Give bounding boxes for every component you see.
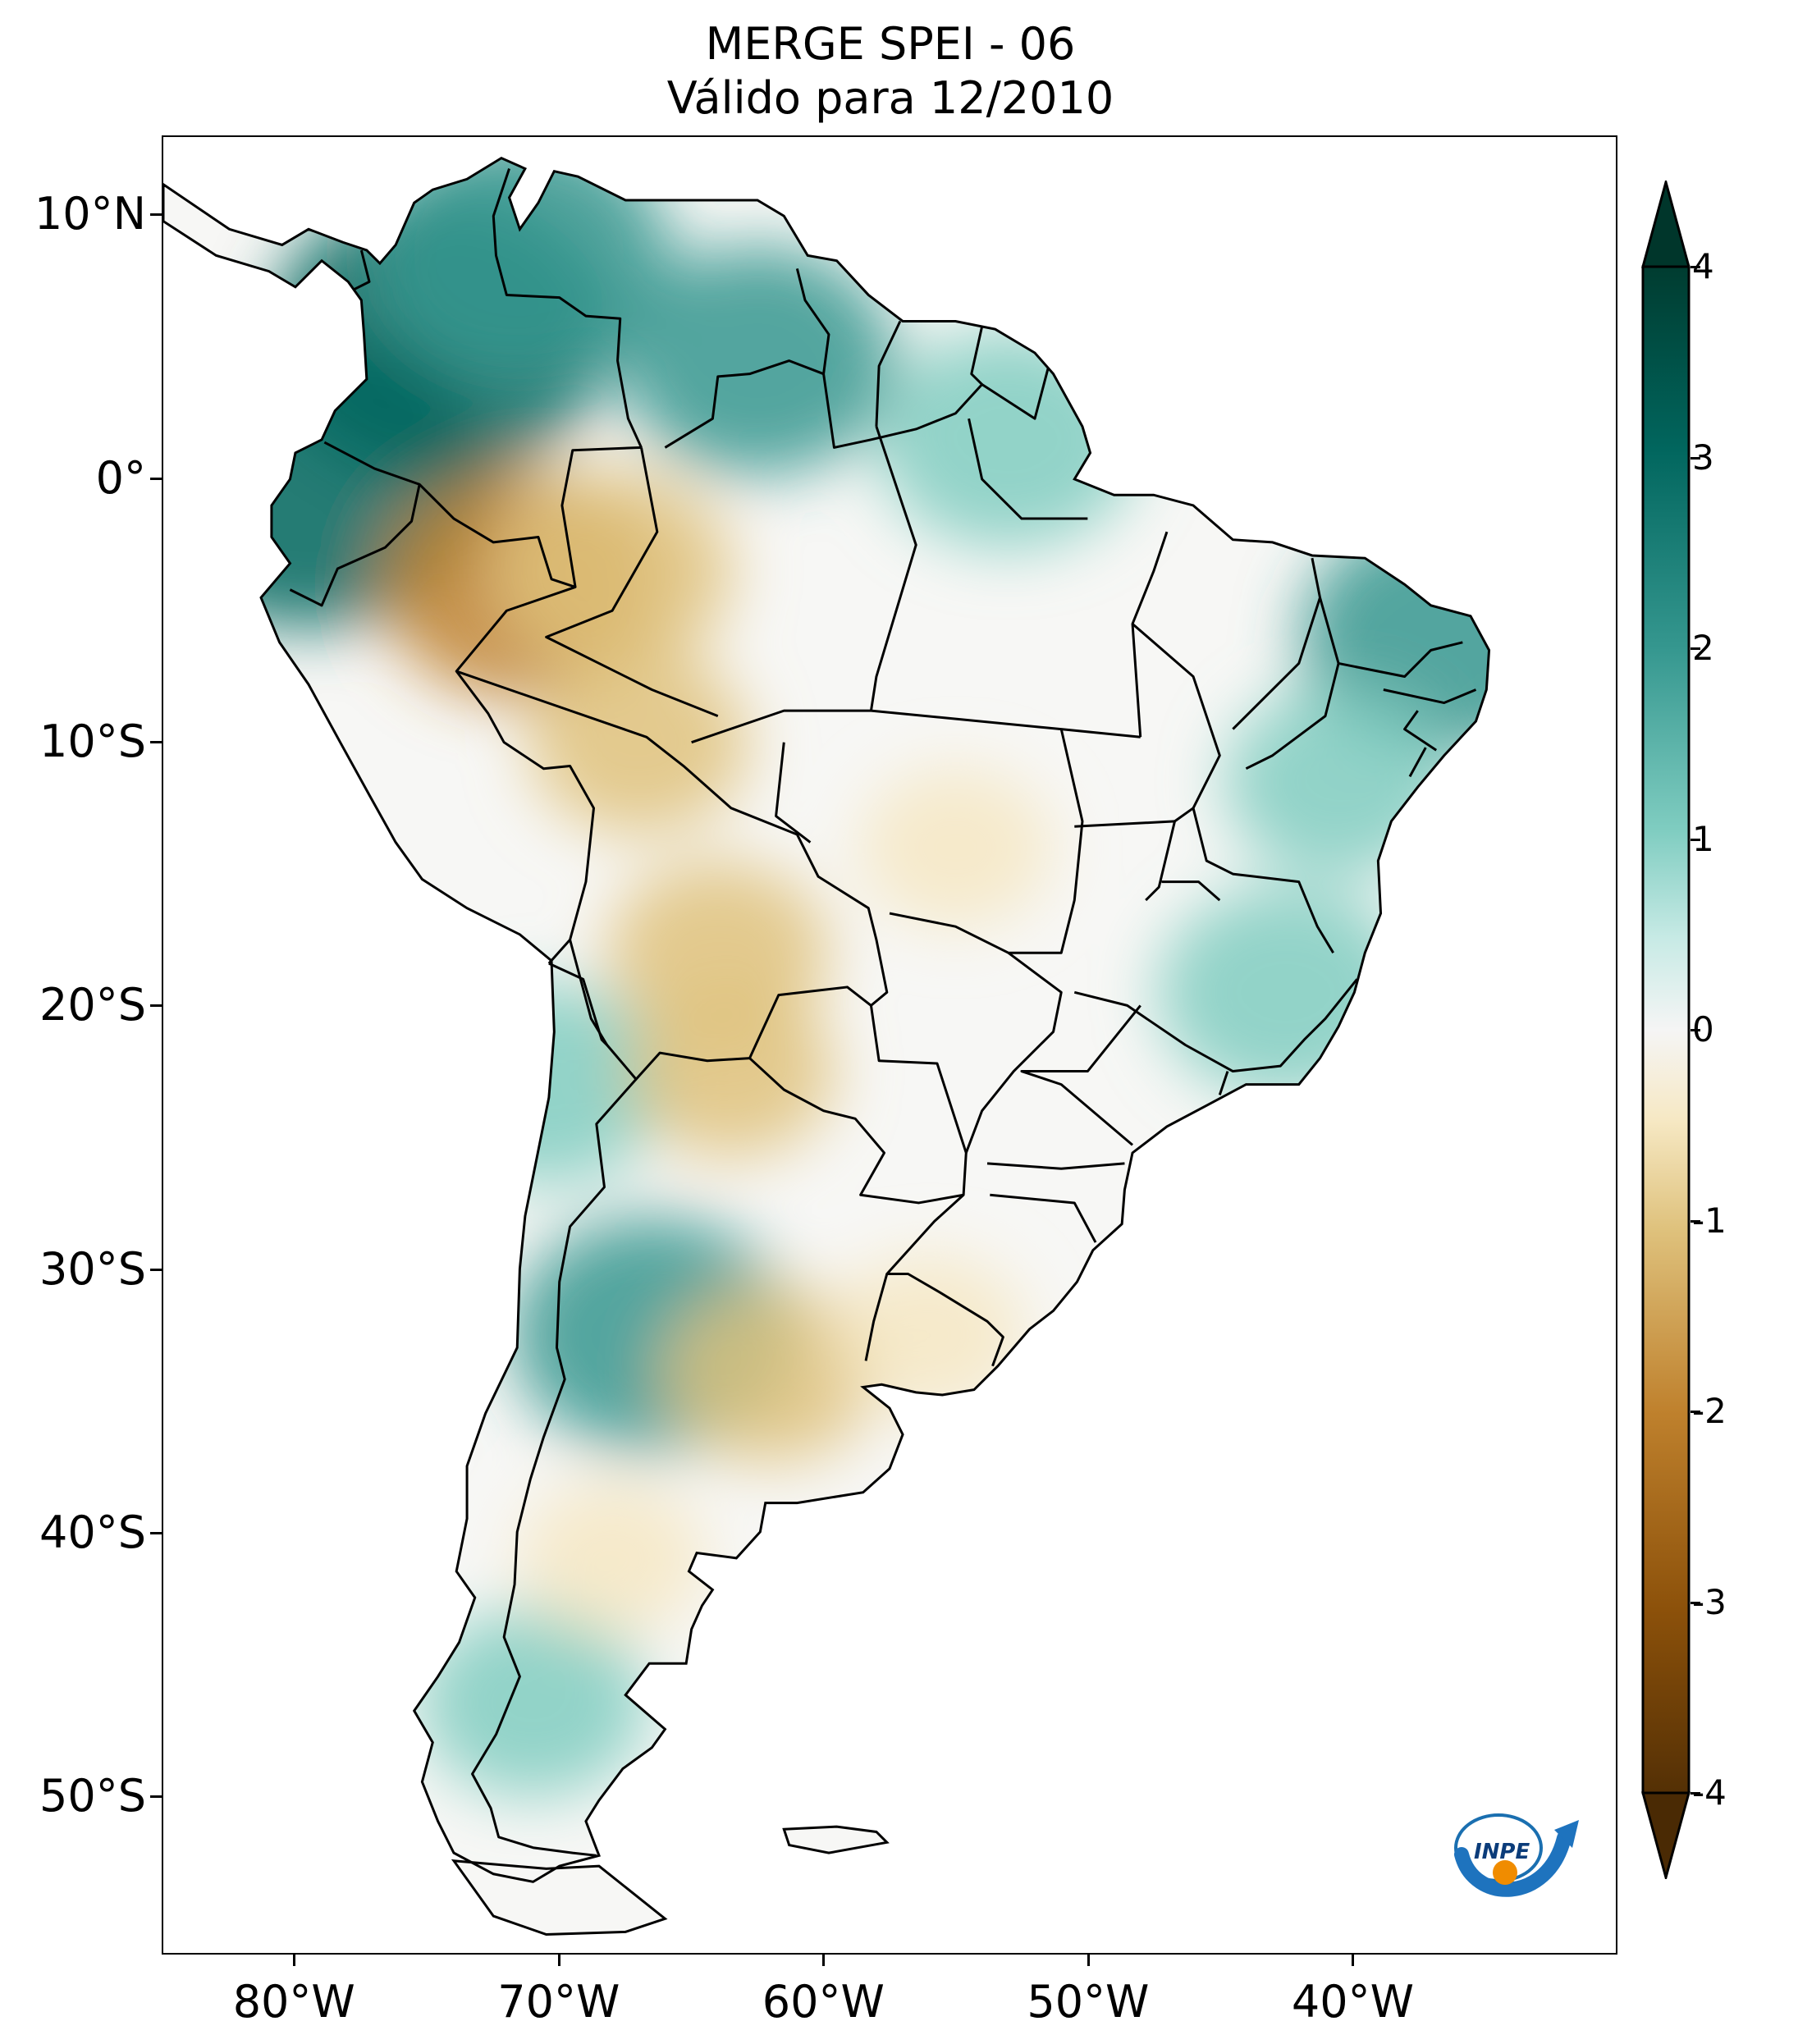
border-line-21 — [775, 742, 812, 844]
border-line-25 — [1131, 531, 1169, 738]
border-line-38 — [986, 1162, 1125, 1170]
border-line-18 — [869, 426, 917, 711]
spei-anomaly-4 — [877, 331, 1140, 549]
lat-tick-label: 30°S — [39, 1242, 146, 1295]
spei-anomaly-1 — [368, 158, 671, 382]
lat-tick-label: 0° — [95, 451, 146, 504]
border-line-12 — [822, 368, 1050, 449]
border-line-8 — [548, 962, 608, 1046]
border-line-37 — [1020, 1004, 1141, 1146]
lat-tick-mark — [150, 1004, 162, 1008]
lat-tick-mark — [150, 1268, 162, 1271]
map-plot-area — [162, 135, 1617, 1955]
colorbar-tick-mark — [1690, 1219, 1700, 1223]
colorbar-tick-mark — [1690, 647, 1700, 650]
colorbar-tick-mark — [1690, 1601, 1700, 1604]
border-line-4 — [455, 585, 596, 965]
spei-anomaly-12 — [492, 470, 733, 672]
country-state-borders — [289, 168, 1477, 1857]
border-line-35 — [1073, 978, 1358, 1073]
inpe-logo: INPE — [1454, 1813, 1579, 1897]
coastline — [163, 156, 1491, 1883]
lon-tick-label: 50°W — [1027, 1976, 1150, 2028]
colorbar-tick-mark — [1690, 838, 1700, 841]
lat-tick-mark — [150, 741, 162, 743]
border-line-36 — [1218, 1071, 1229, 1095]
lat-tick-mark — [150, 477, 162, 480]
border-line-17 — [545, 447, 719, 718]
lat-tick-label: 50°S — [39, 1770, 146, 1822]
spei-anomaly-6 — [1224, 687, 1453, 877]
border-line-27 — [1074, 820, 1175, 828]
spei-anomaly-16 — [664, 1285, 878, 1463]
spei-anomaly-7 — [1158, 886, 1413, 1099]
lat-tick-mark — [150, 1531, 162, 1534]
spei-anomaly-2 — [620, 245, 895, 476]
border-line-11 — [864, 1273, 889, 1361]
border-line-16 — [970, 326, 984, 386]
border-line-39 — [990, 1193, 1097, 1243]
border-line-3 — [289, 484, 421, 607]
lon-tick-mark — [1352, 1955, 1355, 1966]
spei-anomaly-15 — [628, 985, 835, 1158]
colorbar-tick-mark — [1690, 456, 1700, 460]
spei-anomaly-18 — [832, 1254, 1026, 1415]
lon-tick-label: 60°W — [762, 1976, 885, 2028]
spei-anomaly-10 — [419, 1608, 647, 1798]
border-line-34 — [1408, 747, 1427, 778]
lon-tick-label: 70°W — [497, 1976, 620, 2028]
border-line-14 — [795, 268, 830, 374]
lat-tick-label: 10°N — [34, 188, 146, 240]
colorbar-extend-top — [1641, 181, 1690, 268]
colorbar-tick-mark — [1690, 266, 1700, 268]
lon-tick-label: 40°W — [1291, 1976, 1414, 2028]
border-line-1 — [492, 168, 643, 449]
logo-text: INPE — [1474, 1840, 1530, 1864]
colorbar — [1641, 181, 1690, 1879]
border-line-29 — [1232, 557, 1322, 730]
border-line-9 — [471, 1078, 638, 1857]
border-line-2 — [323, 441, 642, 588]
border-line-10 — [885, 1194, 1004, 1367]
border-line-28 — [1192, 807, 1334, 953]
map-subtitle: Válido para 12/2010 — [666, 72, 1114, 124]
colorbar-tick-mark — [1690, 1029, 1700, 1031]
colorbar-gradient — [1641, 265, 1690, 1795]
lat-tick-label: 40°S — [39, 1506, 146, 1558]
map-title: MERGE SPEI - 06 — [705, 18, 1076, 70]
spei-anomaly-19 — [519, 1480, 706, 1636]
border-line-19 — [691, 709, 872, 744]
lat-tick-mark — [150, 1795, 162, 1799]
border-line-7 — [748, 1005, 968, 1205]
map-canvas — [163, 156, 1491, 1937]
border-line-0 — [353, 249, 371, 291]
lat-tick-mark — [150, 213, 162, 217]
spei-anomaly-13 — [528, 650, 749, 835]
colorbar-tick-mark — [1690, 1411, 1700, 1413]
border-line-22 — [968, 418, 1088, 520]
border-line-24 — [964, 952, 1063, 1154]
spei-anomaly-17 — [859, 767, 1052, 928]
border-line-33 — [1403, 710, 1438, 752]
lon-tick-mark — [1087, 1955, 1090, 1966]
colorbar-extend-bottom — [1641, 1791, 1690, 1879]
border-line-40 — [1161, 880, 1221, 902]
border-line-31 — [1338, 641, 1463, 679]
border-line-32 — [1383, 688, 1477, 705]
border-line-13 — [664, 359, 825, 449]
lon-tick-mark — [822, 1955, 826, 1966]
lat-tick-label: 10°S — [39, 716, 146, 767]
border-line-20 — [871, 709, 1141, 738]
lat-tick-label: 20°S — [39, 979, 146, 1031]
border-line-30 — [1245, 597, 1340, 771]
colorbar-tick-mark — [1690, 1792, 1700, 1795]
border-line-23 — [889, 729, 1084, 954]
lon-tick-mark — [557, 1955, 560, 1966]
border-line-5 — [455, 670, 889, 1007]
border-line-15 — [875, 320, 902, 427]
lon-tick-label: 80°W — [232, 1976, 355, 2028]
lon-tick-mark — [293, 1955, 296, 1966]
